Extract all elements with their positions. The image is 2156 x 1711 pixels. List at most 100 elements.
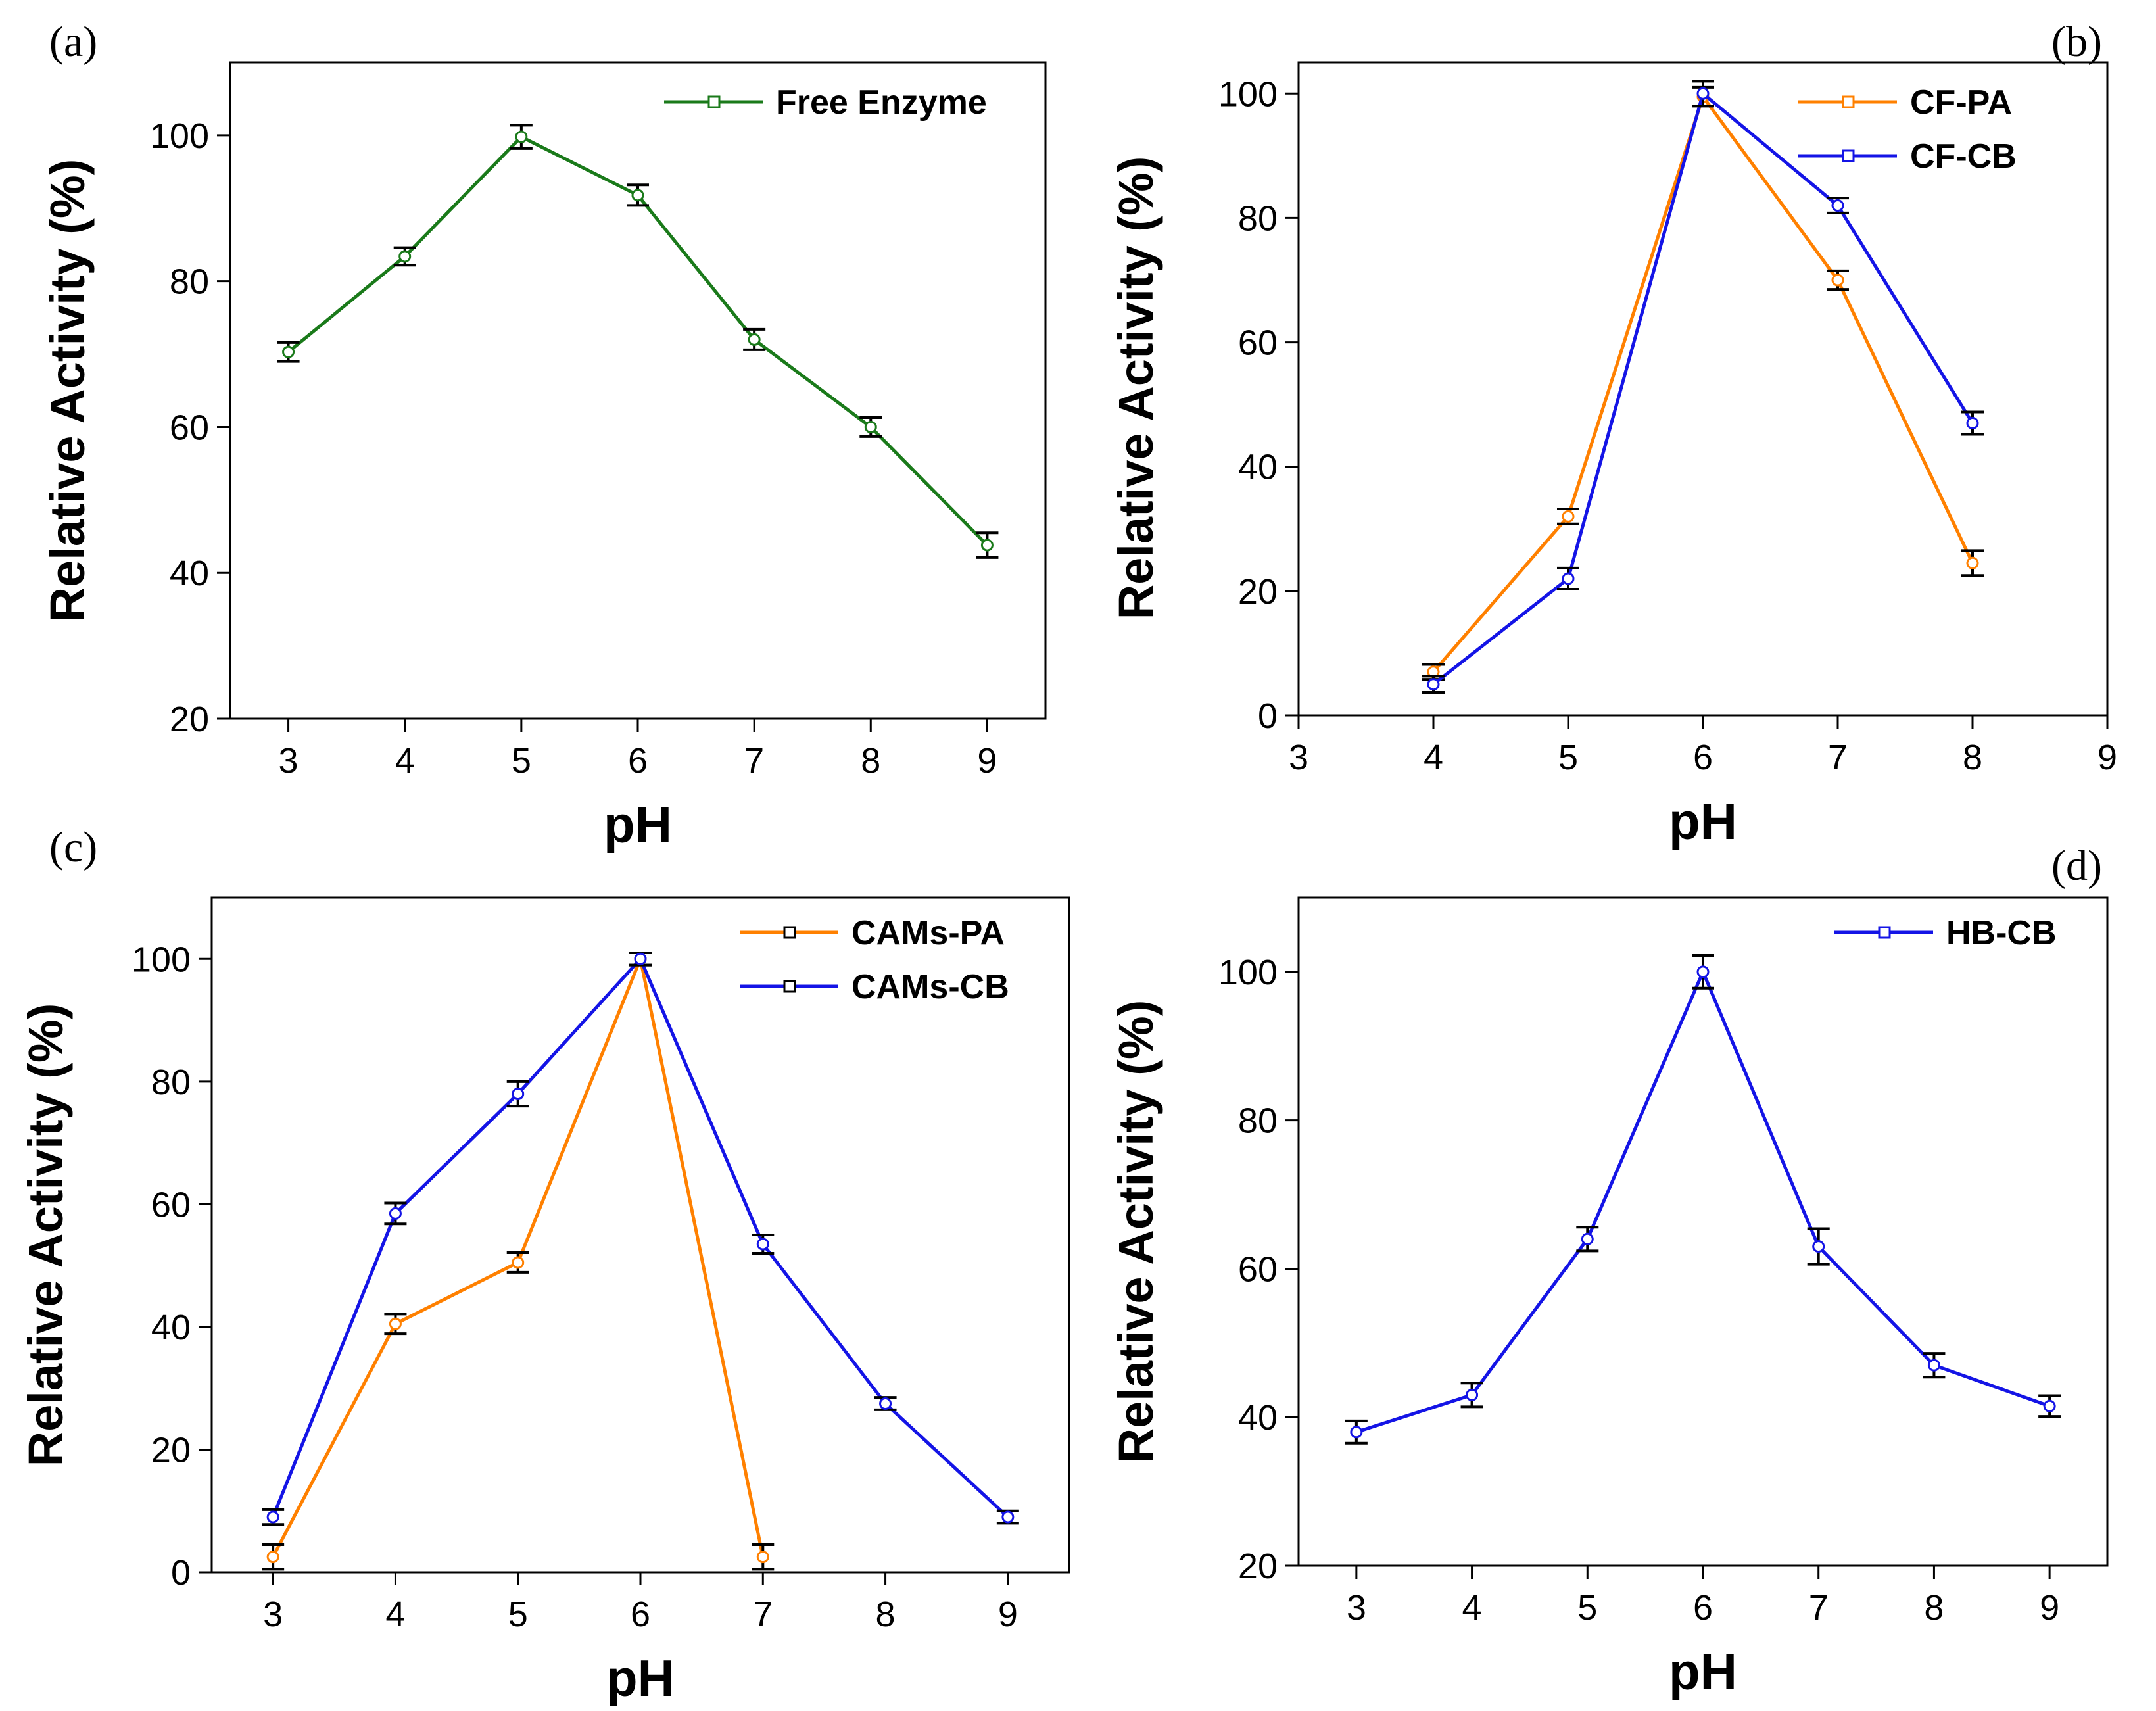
y-tick-label: 100: [132, 940, 191, 979]
data-point: [515, 130, 528, 143]
y-tick-label: 80: [151, 1063, 191, 1102]
data-point: [1696, 87, 1710, 100]
y-axis-title: Relative Activity (%): [40, 159, 95, 623]
x-tick-label: 9: [998, 1595, 1018, 1634]
y-tick-label: 80: [1238, 199, 1278, 238]
data-point: [512, 1256, 525, 1269]
x-tick-label: 3: [1289, 738, 1308, 777]
chart-panel: 3 4 5 6 7 8 9 20 40 60 80 100 pH Relative Activity (%…: [1109, 842, 2109, 1700]
x-tick-label: 4: [385, 1595, 405, 1634]
x-tick-label: 6: [631, 1595, 650, 1634]
x-axis-title: pH: [606, 1649, 675, 1707]
y-axis-title: Relative Activity (%): [18, 1003, 73, 1467]
data-point: [1427, 678, 1440, 691]
data-point: [748, 333, 761, 346]
panel-label: (b): [2051, 18, 2102, 66]
x-tick-label: 8: [876, 1595, 896, 1634]
x-tick-label: 3: [1347, 1588, 1366, 1627]
chart-panel: 3 4 5 6 7 8 9 0 20 40 60 80 100 pH Relative Activity (…: [18, 823, 1070, 1707]
x-tick-label: 7: [744, 741, 764, 781]
y-tick-label: 20: [1238, 572, 1278, 612]
x-axis-title: pH: [604, 796, 672, 854]
data-point: [512, 1087, 525, 1100]
x-tick-label: 4: [395, 741, 415, 781]
x-tick-label: 7: [753, 1595, 773, 1634]
data-point: [1831, 274, 1844, 287]
x-tick-label: 9: [2040, 1588, 2059, 1627]
data-point: [1812, 1240, 1825, 1253]
y-tick-label: 0: [171, 1553, 191, 1593]
data-point: [389, 1207, 402, 1220]
data-point: [1350, 1426, 1363, 1439]
legend-marker: [783, 980, 796, 993]
y-tick-label: 60: [1238, 1249, 1278, 1289]
y-tick-label: 100: [1218, 74, 1278, 114]
data-point: [980, 539, 994, 552]
chart-panel: 3 4 5 6 7 8 9 20 40 60 80 100 pH Relative Activity (%…: [40, 18, 1047, 854]
y-tick-label: 40: [151, 1308, 191, 1347]
data-point: [1966, 417, 1979, 430]
x-tick-label: 7: [1809, 1588, 1829, 1627]
data-point: [864, 420, 877, 433]
y-tick-label: 40: [1238, 1398, 1278, 1437]
y-tick-label: 100: [150, 116, 209, 156]
data-point: [1966, 556, 1979, 569]
x-tick-label: 5: [512, 741, 531, 781]
x-tick-label: 6: [1693, 738, 1713, 777]
y-tick-label: 80: [170, 262, 209, 302]
data-point: [634, 952, 647, 965]
data-point: [266, 1510, 279, 1524]
y-tick-label: 20: [151, 1430, 191, 1470]
x-tick-label: 4: [1462, 1588, 1482, 1627]
x-tick-label: 3: [263, 1595, 283, 1634]
x-axis-title: pH: [1669, 792, 1737, 850]
x-tick-label: 5: [508, 1595, 528, 1634]
legend-label: CAMs-PA: [851, 914, 1005, 952]
data-point: [1581, 1232, 1594, 1245]
x-tick-label: 6: [628, 741, 648, 781]
y-tick-label: 60: [1238, 324, 1278, 363]
y-tick-label: 60: [170, 408, 209, 447]
y-tick-label: 20: [1238, 1547, 1278, 1586]
panel-label: (d): [2051, 842, 2102, 890]
legend-label: CAMs-CB: [851, 968, 1009, 1006]
x-tick-label: 7: [1828, 738, 1848, 777]
legend-label: HB-CB: [1946, 914, 2057, 952]
x-tick-label: 6: [1693, 1588, 1713, 1627]
data-point: [2043, 1399, 2056, 1412]
data-point: [1562, 572, 1575, 585]
y-tick-label: 0: [1258, 696, 1278, 736]
legend-marker: [1878, 926, 1891, 939]
legend-marker: [1842, 149, 1855, 162]
data-point: [1696, 965, 1710, 978]
x-tick-label: 4: [1424, 738, 1443, 777]
data-point: [266, 1551, 279, 1564]
x-tick-label: 5: [1577, 1588, 1597, 1627]
data-point: [389, 1317, 402, 1330]
legend-marker: [1842, 95, 1855, 108]
legend-label: CF-PA: [1910, 84, 2012, 122]
x-tick-label: 9: [2097, 738, 2117, 777]
legend-marker: [783, 926, 796, 939]
data-point: [1466, 1388, 1479, 1401]
x-tick-label: 8: [1963, 738, 1982, 777]
panel-label: (a): [49, 18, 97, 66]
data-point: [631, 189, 644, 202]
panel-label: (c): [49, 823, 97, 871]
y-tick-label: 40: [170, 554, 209, 593]
data-point: [1001, 1510, 1015, 1524]
x-tick-label: 5: [1558, 738, 1578, 777]
legend-label: CF-CB: [1910, 137, 2017, 176]
y-tick-label: 40: [1238, 448, 1278, 487]
y-axis-title: Relative Activity (%): [1109, 157, 1163, 620]
x-axis-title: pH: [1669, 1643, 1737, 1700]
data-point: [1927, 1359, 1940, 1372]
data-point: [282, 345, 295, 358]
legend-marker: [707, 95, 721, 108]
data-point: [879, 1397, 892, 1410]
y-tick-label: 80: [1238, 1101, 1278, 1141]
x-tick-label: 3: [279, 741, 299, 781]
data-point: [756, 1238, 769, 1251]
data-point: [756, 1551, 769, 1564]
